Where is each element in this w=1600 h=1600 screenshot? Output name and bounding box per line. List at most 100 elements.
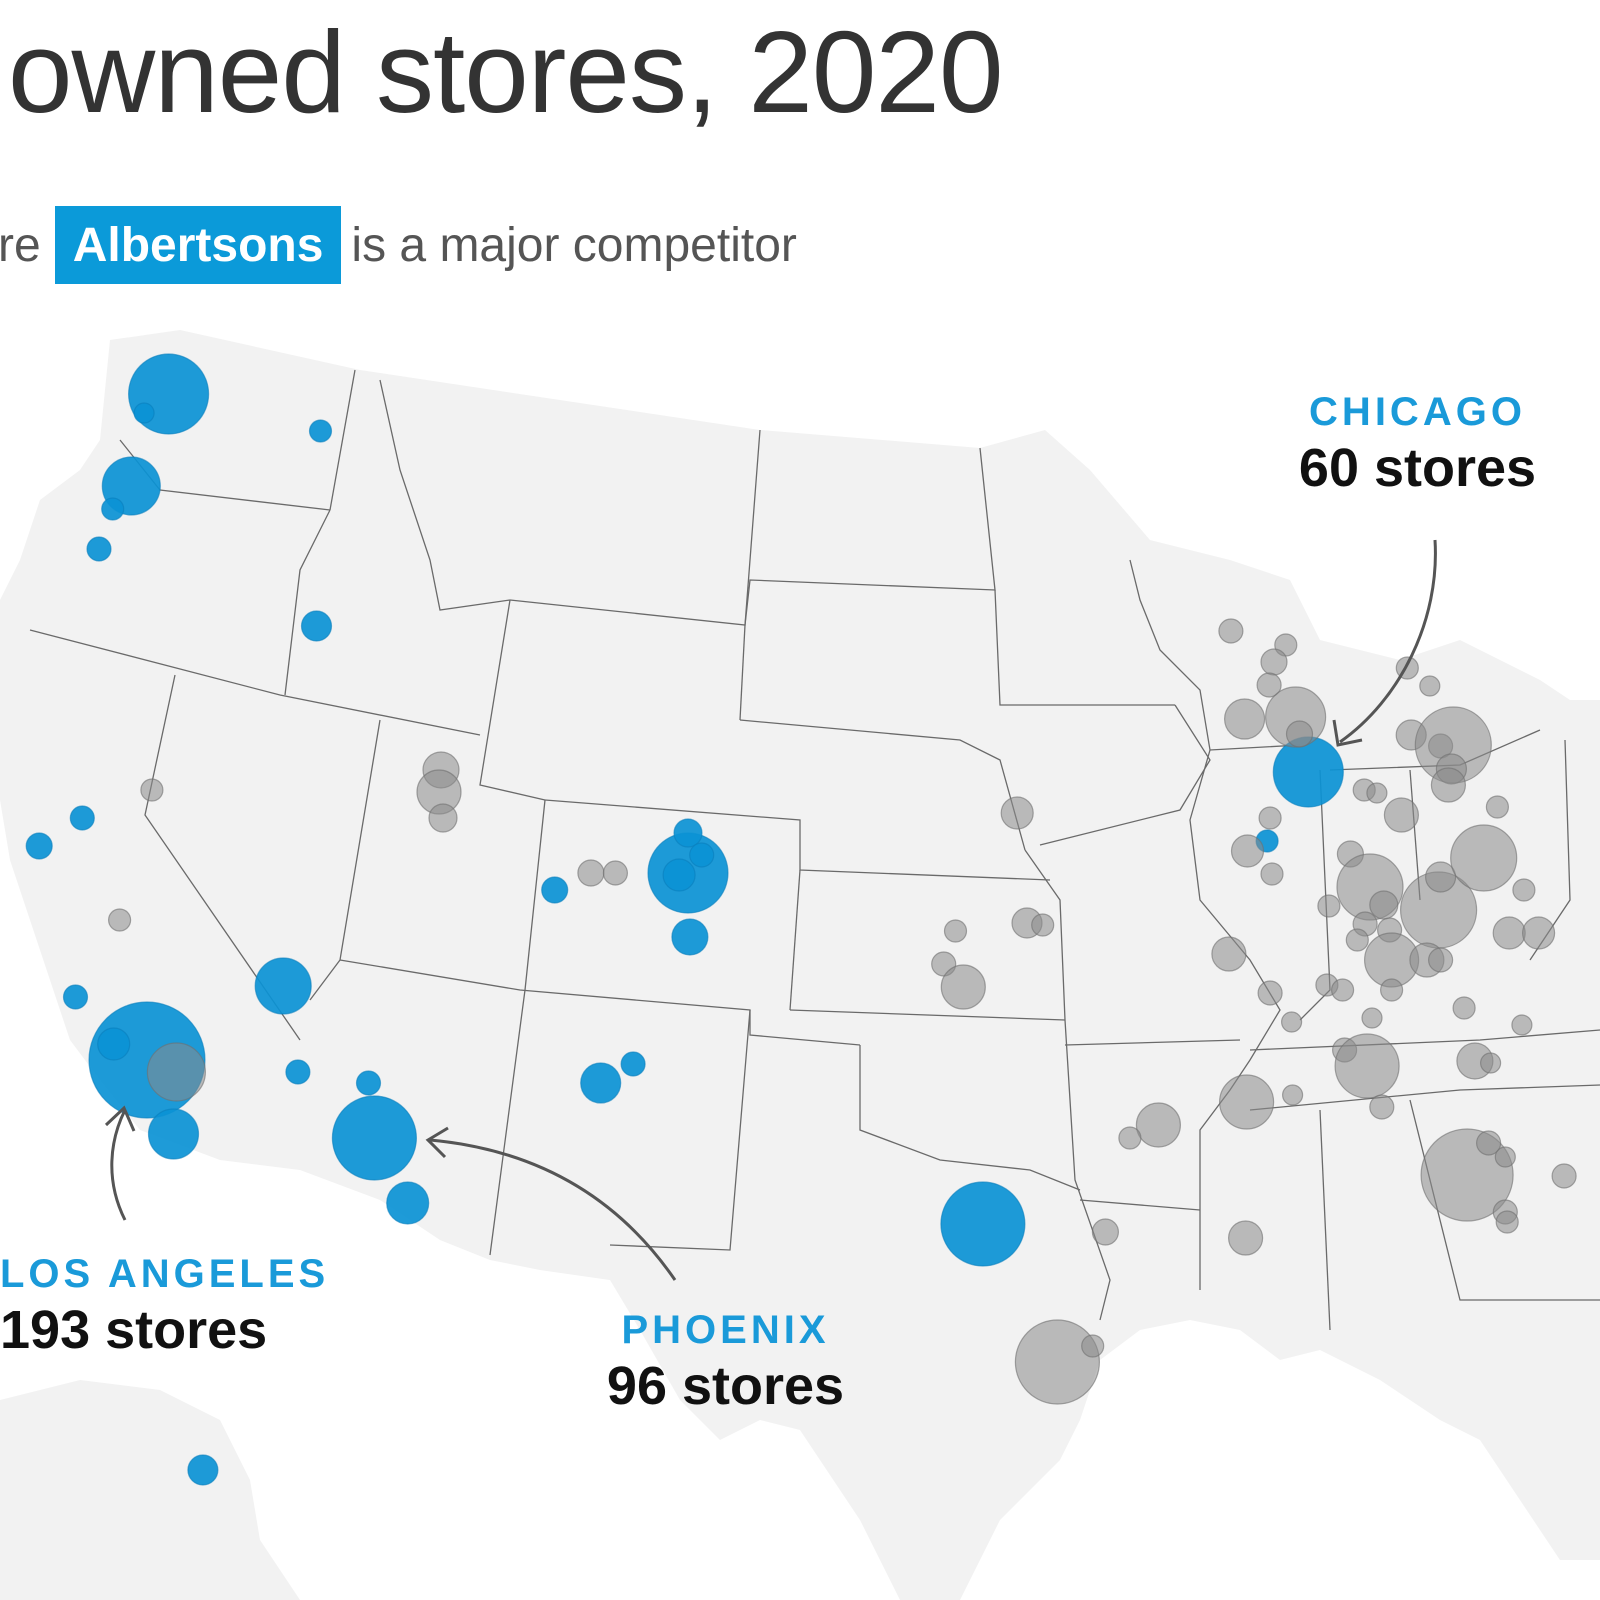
other-market-bubble <box>1521 916 1556 950</box>
other-market-bubble <box>1285 720 1314 748</box>
other-market-bubble <box>1081 1334 1105 1358</box>
phoenix-count: 96 stores <box>606 1356 845 1416</box>
other-market-bubble <box>1218 618 1244 644</box>
la-arrow <box>110 1109 127 1221</box>
other-market-bubble <box>1512 878 1536 902</box>
other-market-bubble <box>428 803 458 833</box>
other-market-bubble <box>1475 1130 1502 1156</box>
other-market-bubble <box>1334 1033 1400 1099</box>
other-market-bubble <box>1260 862 1284 886</box>
albertsons-market-bubble <box>355 1070 382 1096</box>
albertsons-market-bubble <box>300 610 333 642</box>
phoenix-name: PHOENIX <box>621 1308 830 1352</box>
other-market-bubble <box>577 859 605 887</box>
subtitle-prefix: re <box>0 218 41 272</box>
albertsons-market-bubble <box>133 402 155 424</box>
other-market-bubble <box>1366 782 1388 804</box>
other-market-bubble <box>1000 796 1034 830</box>
other-market-bubble <box>1430 767 1467 803</box>
state-borders <box>29 369 1600 1331</box>
other-market-bubble <box>1135 1102 1182 1148</box>
subtitle: re Albertsons is a major competitor <box>0 206 797 284</box>
other-market-bubble <box>1256 672 1282 698</box>
subtitle-suffix: is a major competitor <box>351 218 797 272</box>
albertsons-market-bubble <box>689 842 715 868</box>
albertsons-market-bubble <box>187 1454 219 1486</box>
phoenix-label: PHOENIX 96 stores <box>598 1306 853 1418</box>
other-market-bubble <box>1281 1084 1304 1106</box>
other-market-bubble <box>1091 1218 1120 1246</box>
other-market-bubble <box>1223 698 1266 740</box>
albertsons-market-bubble <box>671 918 709 956</box>
albertsons-market-bubble <box>662 858 696 892</box>
albertsons-market-bubble <box>541 876 569 904</box>
los-angeles-label: LOS ANGELES 193 stores <box>0 1250 329 1362</box>
other-market-bubble <box>1118 1126 1142 1150</box>
albertsons-market-bubble <box>147 1108 200 1160</box>
albertsons-market-bubble <box>254 957 312 1015</box>
other-market-bubble <box>1419 675 1441 697</box>
chicago-count: 60 stores <box>1298 438 1537 498</box>
albertsons-market-bubble <box>673 818 703 848</box>
other-market-bubble <box>1495 1210 1519 1234</box>
other-market-bubble <box>1345 928 1369 952</box>
albertsons-market-bubble <box>620 1051 646 1077</box>
other-market-bubble <box>107 908 132 932</box>
other-market-bubble <box>1369 890 1399 920</box>
other-market-bubble <box>602 860 629 886</box>
other-market-bubble <box>1230 834 1265 868</box>
other-market-bubble <box>1211 936 1247 972</box>
alaska-land <box>0 1380 300 1600</box>
albertsons-market-bubble <box>97 1027 131 1061</box>
albertsons-market-bubble <box>101 497 125 521</box>
other-market-bubble <box>1452 996 1476 1020</box>
albertsons-market-bubble <box>69 805 95 831</box>
other-market-bubble <box>940 964 986 1010</box>
phoenix-arrowhead <box>425 1126 449 1159</box>
other-market-bubble <box>1485 795 1510 819</box>
other-market-bubble <box>1427 947 1454 973</box>
phoenix-arrow <box>429 1138 677 1281</box>
page-title: owned stores, 2020 <box>8 7 1003 137</box>
chicago-arrow <box>1339 539 1437 744</box>
other-market-bubble <box>1361 1007 1383 1029</box>
other-market-bubble <box>1492 916 1526 950</box>
other-market-bubble <box>1551 1163 1577 1189</box>
la-arrowhead <box>104 1105 136 1132</box>
other-market-bubble <box>146 1042 206 1102</box>
albertsons-highlight: Albertsons <box>54 206 342 284</box>
other-market-bubble <box>1494 1146 1516 1168</box>
other-market-bubble <box>1450 824 1518 892</box>
chicago-arrowhead <box>1332 719 1363 747</box>
albertsons-market-bubble <box>86 536 112 562</box>
other-market-bubble <box>1479 1052 1502 1074</box>
chicago-name: CHICAGO <box>1309 390 1526 434</box>
albertsons-market-bubble <box>285 1059 311 1085</box>
other-market-bubble <box>1424 861 1457 893</box>
other-market-bubble <box>1031 913 1055 937</box>
callout-arrows <box>104 539 1437 1281</box>
other-market-bubble <box>1379 978 1404 1002</box>
albertsons-market-bubble <box>940 1181 1026 1267</box>
other-market-bubble <box>1227 1220 1264 1256</box>
albertsons-market-bubble <box>25 832 53 860</box>
other-market-bubble <box>1218 1074 1275 1130</box>
other-market-bubble <box>1369 1094 1395 1120</box>
other-market-bubble <box>140 778 164 802</box>
albertsons-market-bubble <box>308 419 333 443</box>
other-market-bubble <box>1280 1011 1303 1033</box>
other-market-bubble <box>943 919 968 943</box>
store-bubbles <box>25 353 1577 1486</box>
albertsons-market-bubble <box>580 1062 622 1104</box>
other-market-bubble <box>1014 1319 1101 1405</box>
other-market-bubble <box>1317 894 1341 918</box>
albertsons-market-bubble <box>386 1181 430 1225</box>
other-market-bubble <box>1511 1014 1533 1036</box>
albertsons-market-bubble <box>1272 736 1344 808</box>
other-market-bubble <box>1260 648 1288 676</box>
los-angeles-name: LOS ANGELES <box>0 1252 330 1296</box>
other-market-bubble <box>1330 978 1355 1002</box>
other-market-bubble <box>1383 797 1420 833</box>
chicago-label: CHICAGO 60 stores <box>1290 388 1545 500</box>
